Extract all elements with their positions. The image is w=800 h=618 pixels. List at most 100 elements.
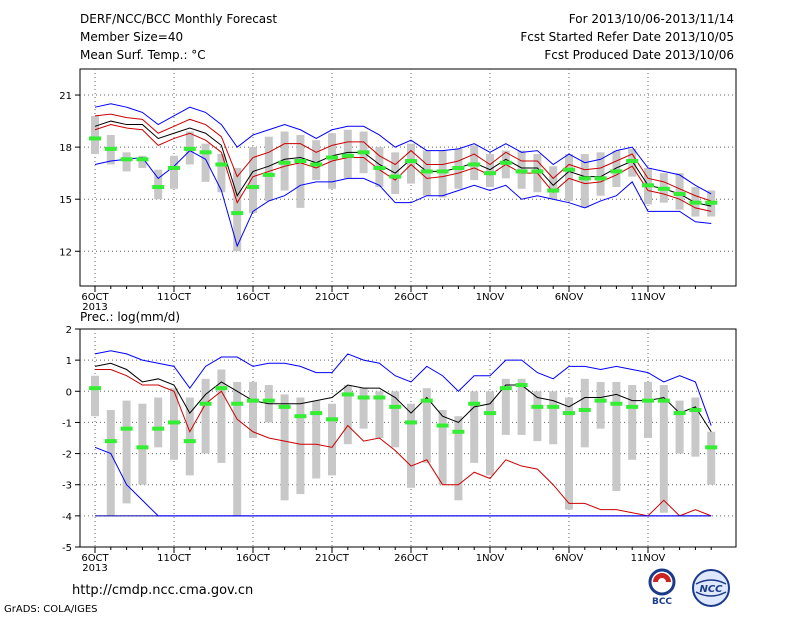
- median-mark: [341, 392, 354, 397]
- median-mark: [120, 157, 133, 162]
- median-mark: [278, 404, 291, 409]
- spread-box: [280, 394, 289, 501]
- median-mark: [183, 439, 196, 444]
- spread-box: [343, 385, 352, 445]
- x-tick-label: 11NOV: [631, 292, 666, 303]
- produced-date: Fcst Produced Date 2013/10/06: [544, 48, 734, 62]
- median-mark: [168, 165, 180, 170]
- median-mark: [310, 411, 323, 416]
- spread-box: [580, 154, 589, 208]
- bcc-logo-text: BCC: [652, 597, 672, 606]
- spread-box: [233, 381, 242, 516]
- source-url[interactable]: http://cmdp.ncc.cma.gov.cn: [72, 583, 254, 598]
- series-line-mean: [94, 120, 712, 207]
- x-tick-label: 16OCT: [236, 292, 271, 303]
- spread-box: [422, 388, 431, 463]
- median-mark: [705, 445, 718, 450]
- spread-box: [138, 403, 147, 485]
- median-mark: [594, 398, 607, 403]
- ncc-logo: NCC: [690, 568, 732, 608]
- y-tick-label: -1: [62, 418, 72, 429]
- median-mark: [231, 401, 244, 406]
- median-mark: [657, 186, 670, 191]
- median-mark: [89, 386, 101, 391]
- x-tick-label: 21OCT: [315, 292, 350, 303]
- median-mark: [136, 157, 149, 162]
- median-mark: [499, 160, 512, 165]
- spread-box: [91, 115, 99, 155]
- spread-box: [296, 397, 305, 495]
- spread-box: [438, 150, 447, 198]
- x-tick-label: 16OCT: [236, 553, 271, 564]
- median-mark: [215, 386, 228, 391]
- y-tick-label: 18: [59, 143, 72, 154]
- median-mark: [436, 169, 449, 174]
- median-mark: [420, 169, 433, 174]
- spread-box: [596, 381, 605, 429]
- spread-box: [328, 403, 336, 476]
- spread-box: [91, 375, 99, 417]
- spread-box: [296, 134, 305, 208]
- median-mark: [231, 211, 244, 216]
- spread-box: [217, 369, 226, 463]
- y-tick-label: 2: [66, 325, 72, 336]
- median-mark: [199, 150, 212, 155]
- median-mark: [484, 411, 496, 416]
- x-tick-label: 6OCT: [81, 553, 109, 564]
- median-mark: [247, 185, 259, 190]
- spread-box: [659, 385, 668, 513]
- median-mark: [515, 383, 528, 388]
- median-mark: [531, 404, 544, 409]
- forecast-period: For 2013/10/06-2013/11/14: [568, 12, 734, 26]
- spread-box: [549, 391, 558, 445]
- median-mark: [673, 411, 686, 416]
- median-mark: [578, 407, 591, 412]
- x-tick-label: 11OCT: [157, 292, 192, 303]
- median-mark: [547, 188, 560, 193]
- series-line-upper: [94, 113, 712, 202]
- median-mark: [136, 445, 149, 450]
- series-line-lower: [94, 124, 712, 212]
- series-line-lower: [95, 368, 712, 517]
- spread-box: [154, 397, 163, 448]
- median-mark: [642, 398, 654, 403]
- y-tick-label: -3: [62, 481, 72, 492]
- median-mark: [689, 407, 702, 412]
- spread-box: [644, 381, 652, 438]
- median-mark: [436, 423, 449, 428]
- x-tick-label: 6NOV: [555, 553, 584, 564]
- median-mark: [657, 398, 670, 403]
- median-mark: [705, 200, 718, 205]
- spread-box: [249, 381, 257, 438]
- spread-box: [217, 154, 226, 193]
- variable-label: Mean Surf. Temp.: °C: [80, 48, 206, 62]
- spread-box: [264, 136, 273, 201]
- median-mark: [262, 172, 275, 177]
- series-line-mean: [94, 362, 712, 433]
- spread-box: [517, 378, 526, 435]
- x-tick-label: 1NOV: [476, 553, 505, 564]
- median-mark: [389, 404, 402, 409]
- median-mark: [341, 153, 354, 158]
- x-tick-label: 6OCT: [81, 292, 109, 303]
- spread-box: [454, 416, 463, 501]
- spread-box: [596, 152, 605, 196]
- median-mark: [610, 169, 623, 174]
- bcc-logo: BCC: [641, 568, 683, 606]
- median-mark: [578, 176, 591, 181]
- median-mark: [452, 429, 465, 434]
- spread-box: [312, 400, 321, 479]
- spread-box: [312, 140, 321, 181]
- spread-box: [138, 155, 147, 168]
- series-line-min: [94, 446, 712, 517]
- spread-box: [249, 147, 257, 214]
- spread-box: [580, 378, 589, 448]
- spread-box: [486, 154, 494, 188]
- spread-box: [612, 150, 621, 188]
- grads-credit: GrADS: COLA/IGES: [4, 604, 98, 615]
- median-mark: [326, 417, 338, 422]
- median-mark: [199, 401, 212, 406]
- spread-box: [375, 391, 384, 438]
- spread-box: [707, 431, 716, 485]
